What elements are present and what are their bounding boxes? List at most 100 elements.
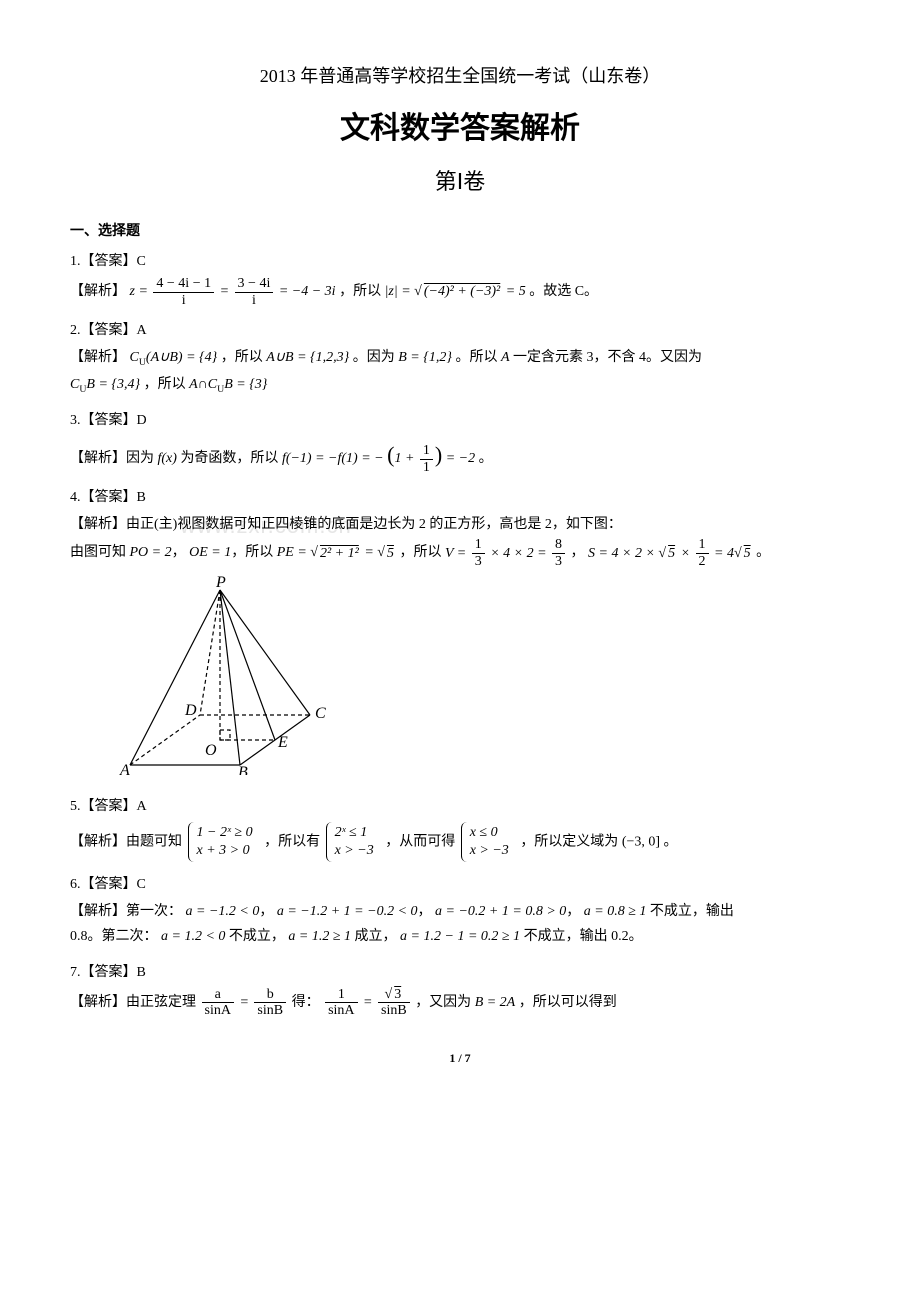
q4-answer: 4.【答案】B	[70, 485, 850, 510]
text: 不成立，输出 0.2。	[520, 929, 643, 944]
row: x + 3 > 0	[197, 842, 253, 860]
num: 1	[420, 443, 433, 459]
fx: f(x)	[158, 451, 177, 466]
page-footer: 1 / 7	[70, 1048, 850, 1070]
text: ，所以	[221, 350, 267, 365]
step: a = 1.2 ≥ 1	[288, 929, 351, 944]
n: 1	[472, 537, 485, 553]
expr: f(−1) = −f(1) = −	[282, 451, 384, 466]
text: ，所以可以得到	[519, 995, 617, 1010]
sqrt: 5	[742, 546, 753, 561]
d: 2	[696, 554, 709, 569]
label-D: D	[184, 702, 197, 719]
row: x > −3	[470, 842, 509, 860]
label: 【解析】因为	[70, 451, 158, 466]
C: C	[130, 350, 139, 365]
mod-z: |z| =	[385, 284, 415, 299]
n: 8	[552, 537, 565, 553]
S: S = 4 × 2 ×	[588, 546, 658, 561]
step: a = −0.2 + 1 = 0.8 > 0	[435, 904, 566, 919]
eq: =	[239, 995, 252, 1010]
step: a = −1.2 + 1 = −0.2 < 0	[277, 904, 418, 919]
pyramid-diagram: P A B C D O E	[110, 575, 850, 784]
c: ，	[571, 546, 585, 561]
q2-answer: 2.【答案】A	[70, 318, 850, 343]
text: ，又因为	[415, 995, 475, 1010]
n: 1	[325, 987, 357, 1003]
exam-title-line1: 2013 年普通高等学校招生全国统一考试（山东卷）	[70, 60, 850, 92]
text: 不成立，	[225, 929, 285, 944]
n: b	[254, 987, 286, 1003]
text: ，所以	[339, 284, 385, 299]
text: ，所以有	[264, 834, 324, 849]
c: ，	[566, 904, 580, 919]
exam-title-line2: 文科数学答案解析	[70, 102, 850, 156]
c: ，	[418, 904, 432, 919]
eq: = 5	[506, 284, 526, 299]
frac-num: 3 − 4i	[235, 276, 274, 292]
q4-explanation: www.zxr.com.cn 【解析】由正(主)视图数据可知正四棱锥的底面是边长…	[70, 512, 850, 784]
label: 【解析】由题可知	[70, 834, 186, 849]
n: √3	[378, 987, 410, 1003]
tail: 。故选 C。	[529, 284, 598, 299]
sub: U	[139, 357, 146, 368]
den: 1	[420, 460, 433, 475]
label: 【解析】	[70, 284, 126, 299]
one: 1 +	[394, 451, 417, 466]
q1-explanation: 【解析】 z = 4 − 4i − 1i = 3 − 4ii = −4 − 3i…	[70, 276, 850, 308]
n: a	[202, 987, 234, 1003]
label-P: P	[215, 575, 226, 591]
cond: B = 2A	[475, 995, 516, 1010]
expr: (A∪B) = {4}	[146, 350, 217, 365]
q7-explanation: 【解析】由正弦定理 asinA = bsinB 得： 1sinA = √3sin…	[70, 987, 850, 1019]
q6-explanation: 【解析】第一次： a = −1.2 < 0， a = −1.2 + 1 = −0…	[70, 899, 850, 949]
step: a = 1.2 − 1 = 0.2 ≥ 1	[400, 929, 520, 944]
q3-answer: 3.【答案】D	[70, 408, 850, 433]
d: sinB	[254, 1003, 286, 1018]
expr: B = {3}	[224, 377, 267, 392]
sqrt: 5	[385, 546, 396, 561]
c: ，所以	[399, 546, 445, 561]
text: 一定含元素 3，不含 4。又因为	[513, 350, 702, 365]
step: a = −1.2 < 0	[186, 904, 260, 919]
eq: =	[220, 284, 233, 299]
pe: PE =	[277, 546, 311, 561]
frac-den: i	[153, 293, 214, 308]
domain: (−3, 0]	[622, 834, 660, 849]
row: x > −3	[335, 842, 374, 860]
q5-explanation: 【解析】由题可知 1 − 2ˣ ≥ 0x + 3 > 0 ，所以有 2ˣ ≤ 1…	[70, 822, 850, 862]
text: 不成立，输出	[646, 904, 734, 919]
step: a = 1.2 < 0	[161, 929, 225, 944]
label-O: O	[205, 742, 217, 759]
C: C	[70, 377, 79, 392]
d: 3	[472, 554, 485, 569]
c: ，所以	[231, 546, 277, 561]
expr: B = {3,4}	[86, 377, 140, 392]
expr: B = {1,2}	[398, 350, 452, 365]
text: 。所以	[455, 350, 501, 365]
q6-answer: 6.【答案】C	[70, 872, 850, 897]
eq: =	[361, 546, 377, 561]
c: ，	[259, 904, 273, 919]
oe: OE = 1	[189, 546, 231, 561]
sqrt: 2² + 1²	[318, 546, 361, 561]
line2: 由图可知 PO = 2， OE = 1，所以 PE = √2² + 1² = √…	[70, 537, 850, 569]
n: 1	[696, 537, 709, 553]
z-eq: z =	[130, 284, 152, 299]
d: sinA	[325, 1003, 357, 1018]
expr: A∩C	[189, 377, 217, 392]
label-B: B	[238, 764, 248, 775]
frac-den: i	[235, 293, 274, 308]
m: × 4 × 2 =	[487, 546, 550, 561]
row: 1 − 2ˣ ≥ 0	[197, 824, 253, 842]
line1: 【解析】由正(主)视图数据可知正四棱锥的底面是边长为 2 的正方形，高也是 2，…	[70, 512, 850, 537]
expr: A∪B = {1,2,3}	[266, 350, 349, 365]
section-heading: 一、选择题	[70, 218, 850, 243]
label: 【解析】	[70, 350, 126, 365]
text: 0.8。第二次：	[70, 929, 158, 944]
label-A: A	[119, 762, 130, 775]
paren-right: )	[435, 442, 442, 467]
eq: = −2	[446, 451, 475, 466]
text: 。因为	[353, 350, 399, 365]
q3-explanation: 【解析】因为 f(x) 为奇函数，所以 f(−1) = −f(1) = − (1…	[70, 435, 850, 475]
